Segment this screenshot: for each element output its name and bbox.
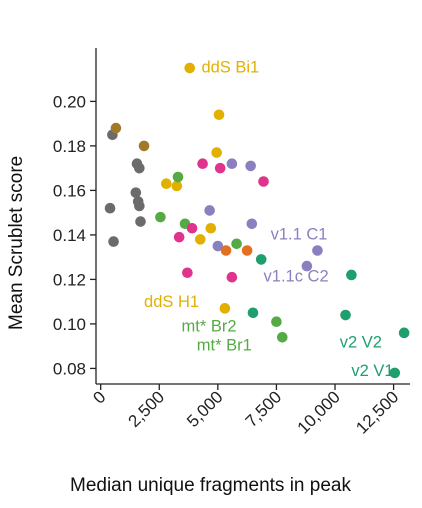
x-tick-label: 10,000	[294, 387, 344, 437]
data-point	[398, 327, 410, 339]
data-point	[271, 316, 282, 327]
x-tick-label: 12,500	[352, 387, 402, 437]
data-point	[211, 147, 222, 158]
data-point	[346, 269, 357, 281]
point-annotation: v1.1c C2	[264, 268, 329, 286]
data-point	[246, 218, 258, 230]
data-point	[138, 140, 150, 152]
data-point	[312, 245, 323, 256]
data-point	[389, 367, 401, 379]
data-point	[258, 176, 269, 187]
data-point	[160, 178, 172, 190]
data-point	[130, 187, 142, 198]
data-point	[184, 62, 196, 74]
data-point	[108, 236, 119, 247]
point-annotation: v1.1 C1	[271, 225, 328, 243]
data-point	[134, 200, 145, 212]
data-point	[226, 271, 238, 283]
y-tick-label: 0.16	[53, 181, 86, 200]
data-point	[247, 307, 259, 319]
data-point	[134, 162, 145, 174]
data-point	[220, 245, 232, 256]
data-point	[204, 205, 215, 216]
x-ticks: 0 2,500 5,000 7,500 10,000 12,500	[89, 384, 402, 438]
y-axis-title: Mean Scrublet score	[6, 156, 27, 330]
data-point	[231, 238, 242, 250]
point-annotation: ddS Bi1	[201, 58, 259, 76]
data-point	[245, 160, 256, 172]
point-annotation: mt* Br1	[197, 337, 252, 355]
y-tick-label: 0.12	[53, 270, 86, 289]
data-point	[255, 254, 267, 265]
data-point	[301, 260, 313, 272]
data-point	[186, 222, 198, 234]
data-point	[213, 109, 225, 121]
data-point	[110, 122, 122, 134]
x-axis-title: Median unique fragments in peak	[70, 475, 351, 496]
data-point	[241, 245, 253, 256]
data-points	[104, 62, 410, 379]
data-point	[219, 303, 231, 314]
data-point	[212, 240, 224, 252]
data-point	[173, 231, 185, 243]
y-tick-label: 0.20	[53, 92, 86, 111]
data-point	[194, 234, 206, 245]
x-tick-label: 5,000	[183, 387, 227, 431]
point-annotation: ddS H1	[144, 293, 199, 311]
y-tick-label: 0.08	[53, 359, 86, 378]
data-point	[340, 309, 351, 321]
data-point	[135, 216, 146, 227]
data-point	[104, 202, 116, 214]
x-tick-label: 7,500	[242, 387, 286, 431]
data-point	[182, 267, 193, 279]
data-point	[197, 158, 208, 170]
point-annotation: v2 V2	[340, 333, 382, 351]
data-point	[214, 162, 226, 174]
data-point	[226, 158, 238, 170]
y-tick-label: 0.14	[53, 226, 86, 245]
x-tick-label: 2,500	[125, 387, 169, 431]
data-point	[155, 211, 166, 223]
data-point	[172, 171, 184, 183]
y-tick-label: 0.18	[53, 137, 86, 156]
y-tick-label: 0.10	[53, 315, 86, 334]
y-ticks: 0.08 0.10 0.12 0.14 0.16 0.18 0.20	[53, 92, 96, 378]
data-point	[205, 222, 217, 234]
point-annotation: mt* Br2	[182, 318, 237, 336]
x-tick-label: 0	[89, 387, 109, 407]
point-annotation: v2 V1	[351, 362, 393, 380]
data-point	[276, 331, 288, 343]
data-point	[171, 180, 183, 192]
